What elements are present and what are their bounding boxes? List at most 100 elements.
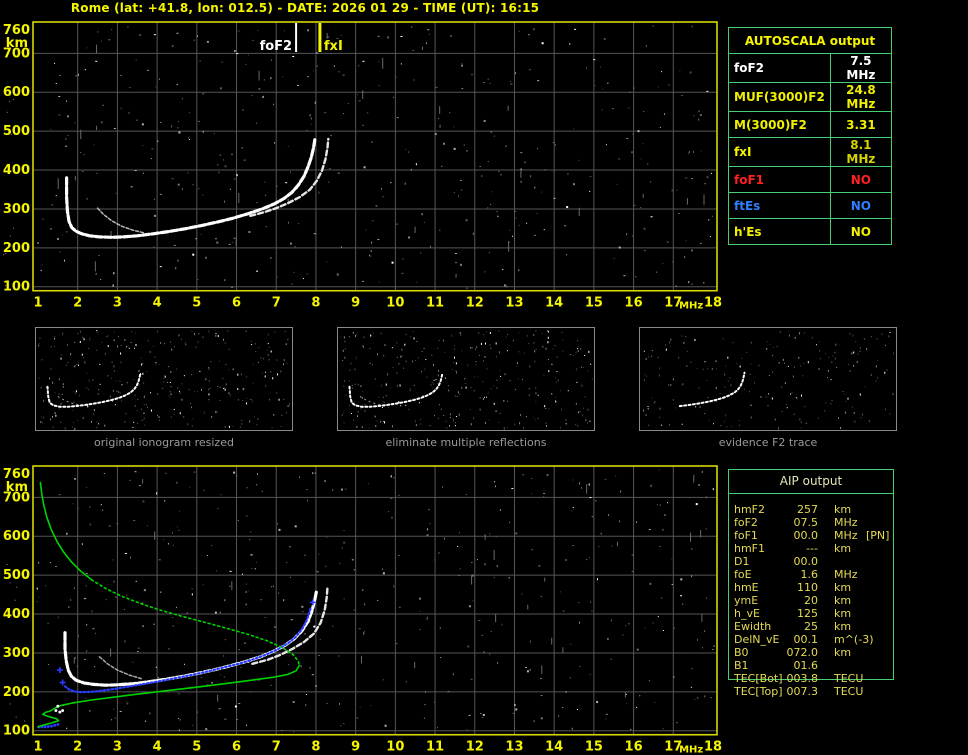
x-tick-label: 1 <box>33 740 42 755</box>
table-row: foF1 NO <box>728 166 893 193</box>
profile-bottomside-solid <box>49 664 301 712</box>
x-tick-label: 12 <box>466 296 484 311</box>
x-tick-label: 6 <box>232 740 241 755</box>
table-row: TEC[Bot] 003.8 TECU <box>728 672 898 685</box>
param-value: NO <box>829 192 893 219</box>
y-tick-label: 400 <box>3 163 30 178</box>
y-tick-label: 760 <box>3 23 30 38</box>
marker-label-fxI: fxI <box>324 39 343 54</box>
mini-echo-trace <box>678 371 746 408</box>
param-value: 20 <box>804 594 818 607</box>
profile-e-region-zigzag <box>37 710 60 728</box>
restored-trace-blue-e-region <box>50 724 53 728</box>
x-tick-label: 15 <box>585 296 603 311</box>
x-tick-label: 5 <box>192 740 201 755</box>
panel-original-ionogram <box>35 327 293 431</box>
profile-topside-solid <box>39 481 93 581</box>
y-tick-label: 200 <box>3 241 30 256</box>
param-unit: km <box>834 620 852 633</box>
table-row: fxI 8.1 MHz <box>728 137 893 167</box>
table-row: D1 00.0 <box>728 555 898 568</box>
param-value: 07.5 <box>793 516 819 529</box>
x-tick-label: 9 <box>351 296 360 311</box>
param-label: M(3000)F2 <box>728 111 831 138</box>
y-tick-label: 300 <box>3 646 30 661</box>
param-unit: km <box>834 607 852 620</box>
table-row: h'Es NO <box>728 218 893 245</box>
x-tick-label: 14 <box>545 296 563 311</box>
param-label: foF2 <box>734 516 758 529</box>
table-row: DelN_vE 00.1 m^(-3) <box>728 633 898 646</box>
param-label: hmF2 <box>734 503 766 516</box>
param-value: 25 <box>804 620 818 633</box>
param-unit: km <box>834 503 852 516</box>
param-label: B1 <box>734 659 749 672</box>
y-axis-unit-label: km <box>6 36 28 51</box>
param-value: 7.5 MHz <box>829 53 893 83</box>
y-tick-label: 100 <box>3 280 30 295</box>
param-value: 125 <box>797 607 818 620</box>
echo-x-branch-white <box>251 585 329 666</box>
param-label: ymE <box>734 594 759 607</box>
e-region-white-bits <box>54 709 58 712</box>
x-tick-label: 16 <box>625 740 643 755</box>
restored-trace-blue-e-region <box>43 725 47 729</box>
y-axis-unit-label: km <box>6 480 28 495</box>
echo-trace-white <box>63 588 319 687</box>
y-tick-label: 400 <box>3 607 30 622</box>
param-unit: MHz <box>834 529 858 542</box>
panel-caption: eliminate multiple reflections <box>385 436 547 449</box>
table-row: hmF1 --- km <box>728 542 898 555</box>
param-value: 24.8 MHz <box>829 82 893 112</box>
param-value: 00.1 <box>793 633 819 646</box>
marker-label-foF2: foF2 <box>260 39 293 54</box>
x-tick-label: 11 <box>426 740 444 755</box>
y-tick-label: 100 <box>3 724 30 739</box>
param-value: 01.6 <box>793 659 819 672</box>
x-tick-label: 13 <box>505 740 523 755</box>
x-axis-unit-label: MHz <box>679 745 703 755</box>
param-value: 00.0 <box>793 529 819 542</box>
restored-trace-blue-e-region <box>56 723 60 726</box>
x-tick-label: 3 <box>113 296 122 311</box>
param-value: 8.1 MHz <box>829 137 893 167</box>
table-row: Ewidth 25 km <box>728 620 898 633</box>
x-tick-label: 16 <box>625 296 643 311</box>
param-value: 1.6 <box>800 568 819 581</box>
mini-echo-trace <box>348 371 444 408</box>
x-tick-label: 1 <box>33 296 42 311</box>
table-row: foF2 07.5 MHz <box>728 516 898 529</box>
x-tick-label: 18 <box>704 296 722 311</box>
param-label: foF1 <box>728 166 831 193</box>
param-value: 003.8 <box>786 672 819 685</box>
param-label: Ewidth <box>734 620 772 633</box>
param-label: DelN_vE <box>734 633 780 646</box>
x-tick-label: 12 <box>466 740 484 755</box>
table-row: foE 1.6 MHz <box>728 568 898 581</box>
station-date-time-title: Rome (lat: +41.8, lon: 012.5) - DATE: 20… <box>70 1 540 15</box>
param-label: h'Es <box>728 218 831 245</box>
param-value: 110 <box>797 581 818 594</box>
table-row: B0 072.0 km <box>728 646 898 659</box>
x-tick-label: 8 <box>311 740 320 755</box>
x-tick-label: 18 <box>704 740 722 755</box>
param-label: TEC[Top] <box>734 685 783 698</box>
x-tick-label: 10 <box>386 296 404 311</box>
table-row: h_vE 125 km <box>728 607 898 620</box>
faint-second-arc <box>96 207 146 234</box>
param-value: 007.3 <box>786 685 819 698</box>
y-tick-label: 760 <box>3 467 30 482</box>
x-tick-label: 13 <box>505 296 523 311</box>
aip-output-table: AIP output <box>728 469 894 680</box>
param-label: MUF(3000)F2 <box>728 82 831 112</box>
x-tick-label: 7 <box>272 740 281 755</box>
x-tick-label: 11 <box>426 296 444 311</box>
ionogram-chart: foF2 fxI 760 700 600 500 400 300 200 100 km 1 2 3 4 5 6 7… <box>0 0 725 315</box>
processing-panels-row: original ionogram resized eliminate mult… <box>0 318 968 453</box>
param-value: 072.0 <box>786 646 819 659</box>
table-row: M(3000)F2 3.31 <box>728 111 893 138</box>
param-unit: km <box>834 646 852 659</box>
x-tick-label: 7 <box>272 296 281 311</box>
param-value: NO <box>829 218 893 245</box>
y-tick-label: 500 <box>3 568 30 583</box>
